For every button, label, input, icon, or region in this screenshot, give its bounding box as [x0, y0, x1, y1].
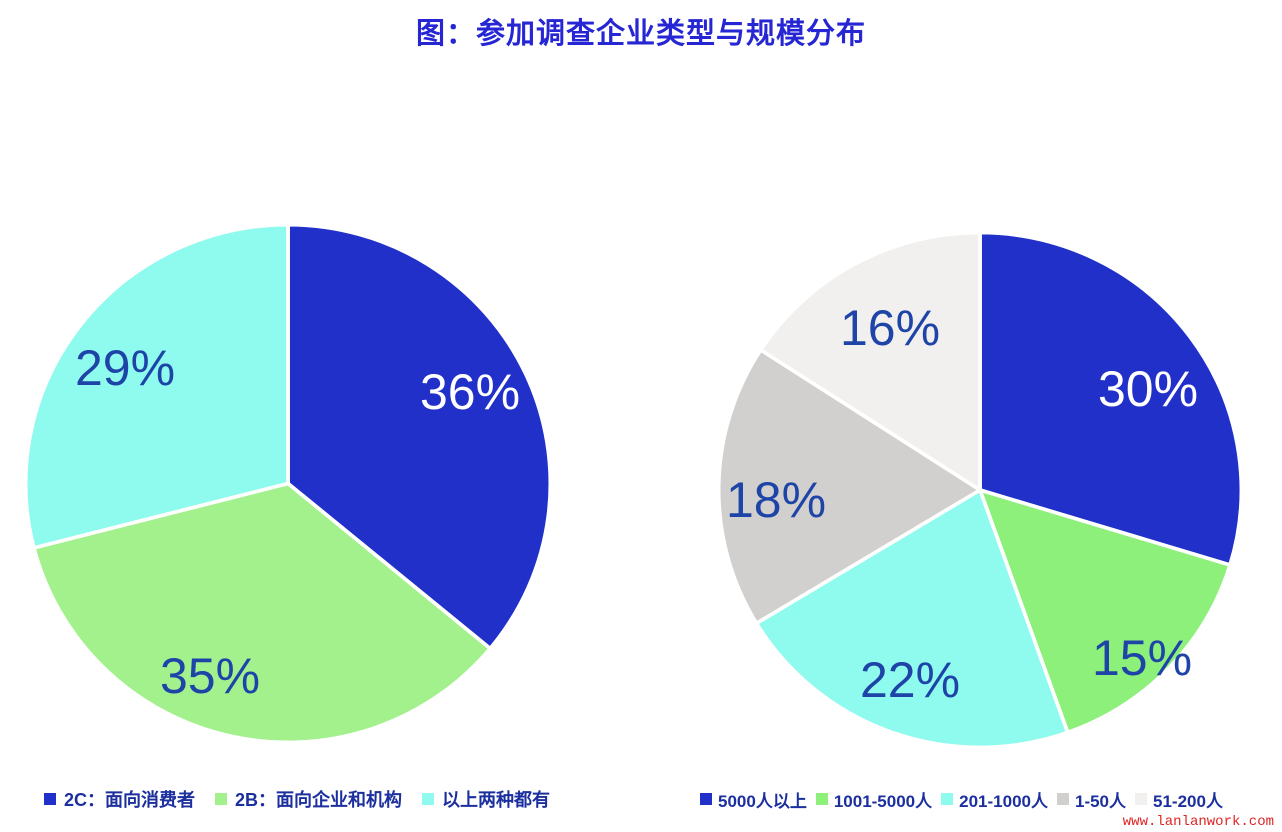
pie-company-type-distribution	[23, 222, 553, 745]
pie-chart-company-type: 36% 35% 29%	[23, 222, 553, 745]
legend-item-label: 1-50人	[1074, 791, 1127, 811]
legend-item-label: 2C：面向消费者	[64, 790, 196, 810]
legend-item: 1001-5000人	[815, 787, 933, 812]
pie-slice-label: 35%	[159, 648, 261, 704]
legend-color-swatch-icon	[700, 793, 712, 805]
legend-color-swatch-icon	[44, 793, 56, 805]
legend-color-swatch-icon	[422, 793, 435, 805]
pie-slice-label: 22%	[859, 652, 961, 708]
pie-slice	[32, 481, 492, 745]
pie-slice	[978, 230, 1244, 567]
legend-item-label: 2B：面向企业和机构	[235, 790, 403, 810]
pie-slice-label: 29%	[74, 340, 176, 396]
pie-slice-label: 16%	[839, 300, 941, 356]
pie-slice-label: 36%	[419, 364, 521, 420]
pie-slice	[286, 222, 553, 651]
legend-item-label: 以上两种都有	[442, 790, 551, 810]
watermark-url: www.lanlanwork.com	[1122, 814, 1274, 830]
legend-color-swatch-icon	[941, 793, 954, 805]
pie-chart-company-size: 30% 15% 22% 18% 16%	[716, 230, 1244, 750]
pie-slice	[758, 230, 982, 492]
legend-item: 以上两种都有	[422, 786, 550, 812]
legend-item: 201-1000人	[941, 787, 1048, 812]
pie-slice	[978, 488, 1232, 735]
legend-item: 2B：面向企业和机构	[215, 786, 402, 812]
legend-item-label: 201-1000人	[959, 791, 1048, 811]
legend-color-swatch-icon	[815, 793, 828, 805]
pie-slice	[754, 488, 1070, 750]
legend-color-swatch-icon	[1056, 793, 1069, 805]
legend-item: 1-50人	[1056, 787, 1127, 812]
chart-title: 图：参加调查企业类型与规模分布	[415, 18, 866, 50]
pie-slice-label: 30%	[1097, 361, 1199, 417]
legend-item: 2C：面向消费者	[44, 786, 195, 812]
legend-item: 5000人以上	[700, 787, 807, 812]
legend-item-label: 51-200人	[1153, 791, 1223, 811]
legend-company-size: 5000人以上 1001-5000人 201-1000人 1-50人 51-200人	[700, 787, 1223, 811]
pie-slice	[23, 222, 290, 550]
pie-slice-label: 18%	[725, 472, 827, 528]
legend-item: 51-200人	[1135, 787, 1223, 812]
pie-slice-label: 15%	[1091, 630, 1193, 686]
legend-color-swatch-icon	[215, 793, 228, 805]
pie-slice	[716, 348, 982, 626]
legend-item-label: 5000人以上	[718, 791, 807, 811]
legend-item-label: 1001-5000人	[833, 791, 933, 811]
legend-company-type: 2C：面向消费者 2B：面向企业和机构 以上两种都有	[44, 787, 550, 811]
pie-company-size-distribution	[716, 230, 1244, 750]
legend-color-swatch-icon	[1135, 793, 1148, 805]
